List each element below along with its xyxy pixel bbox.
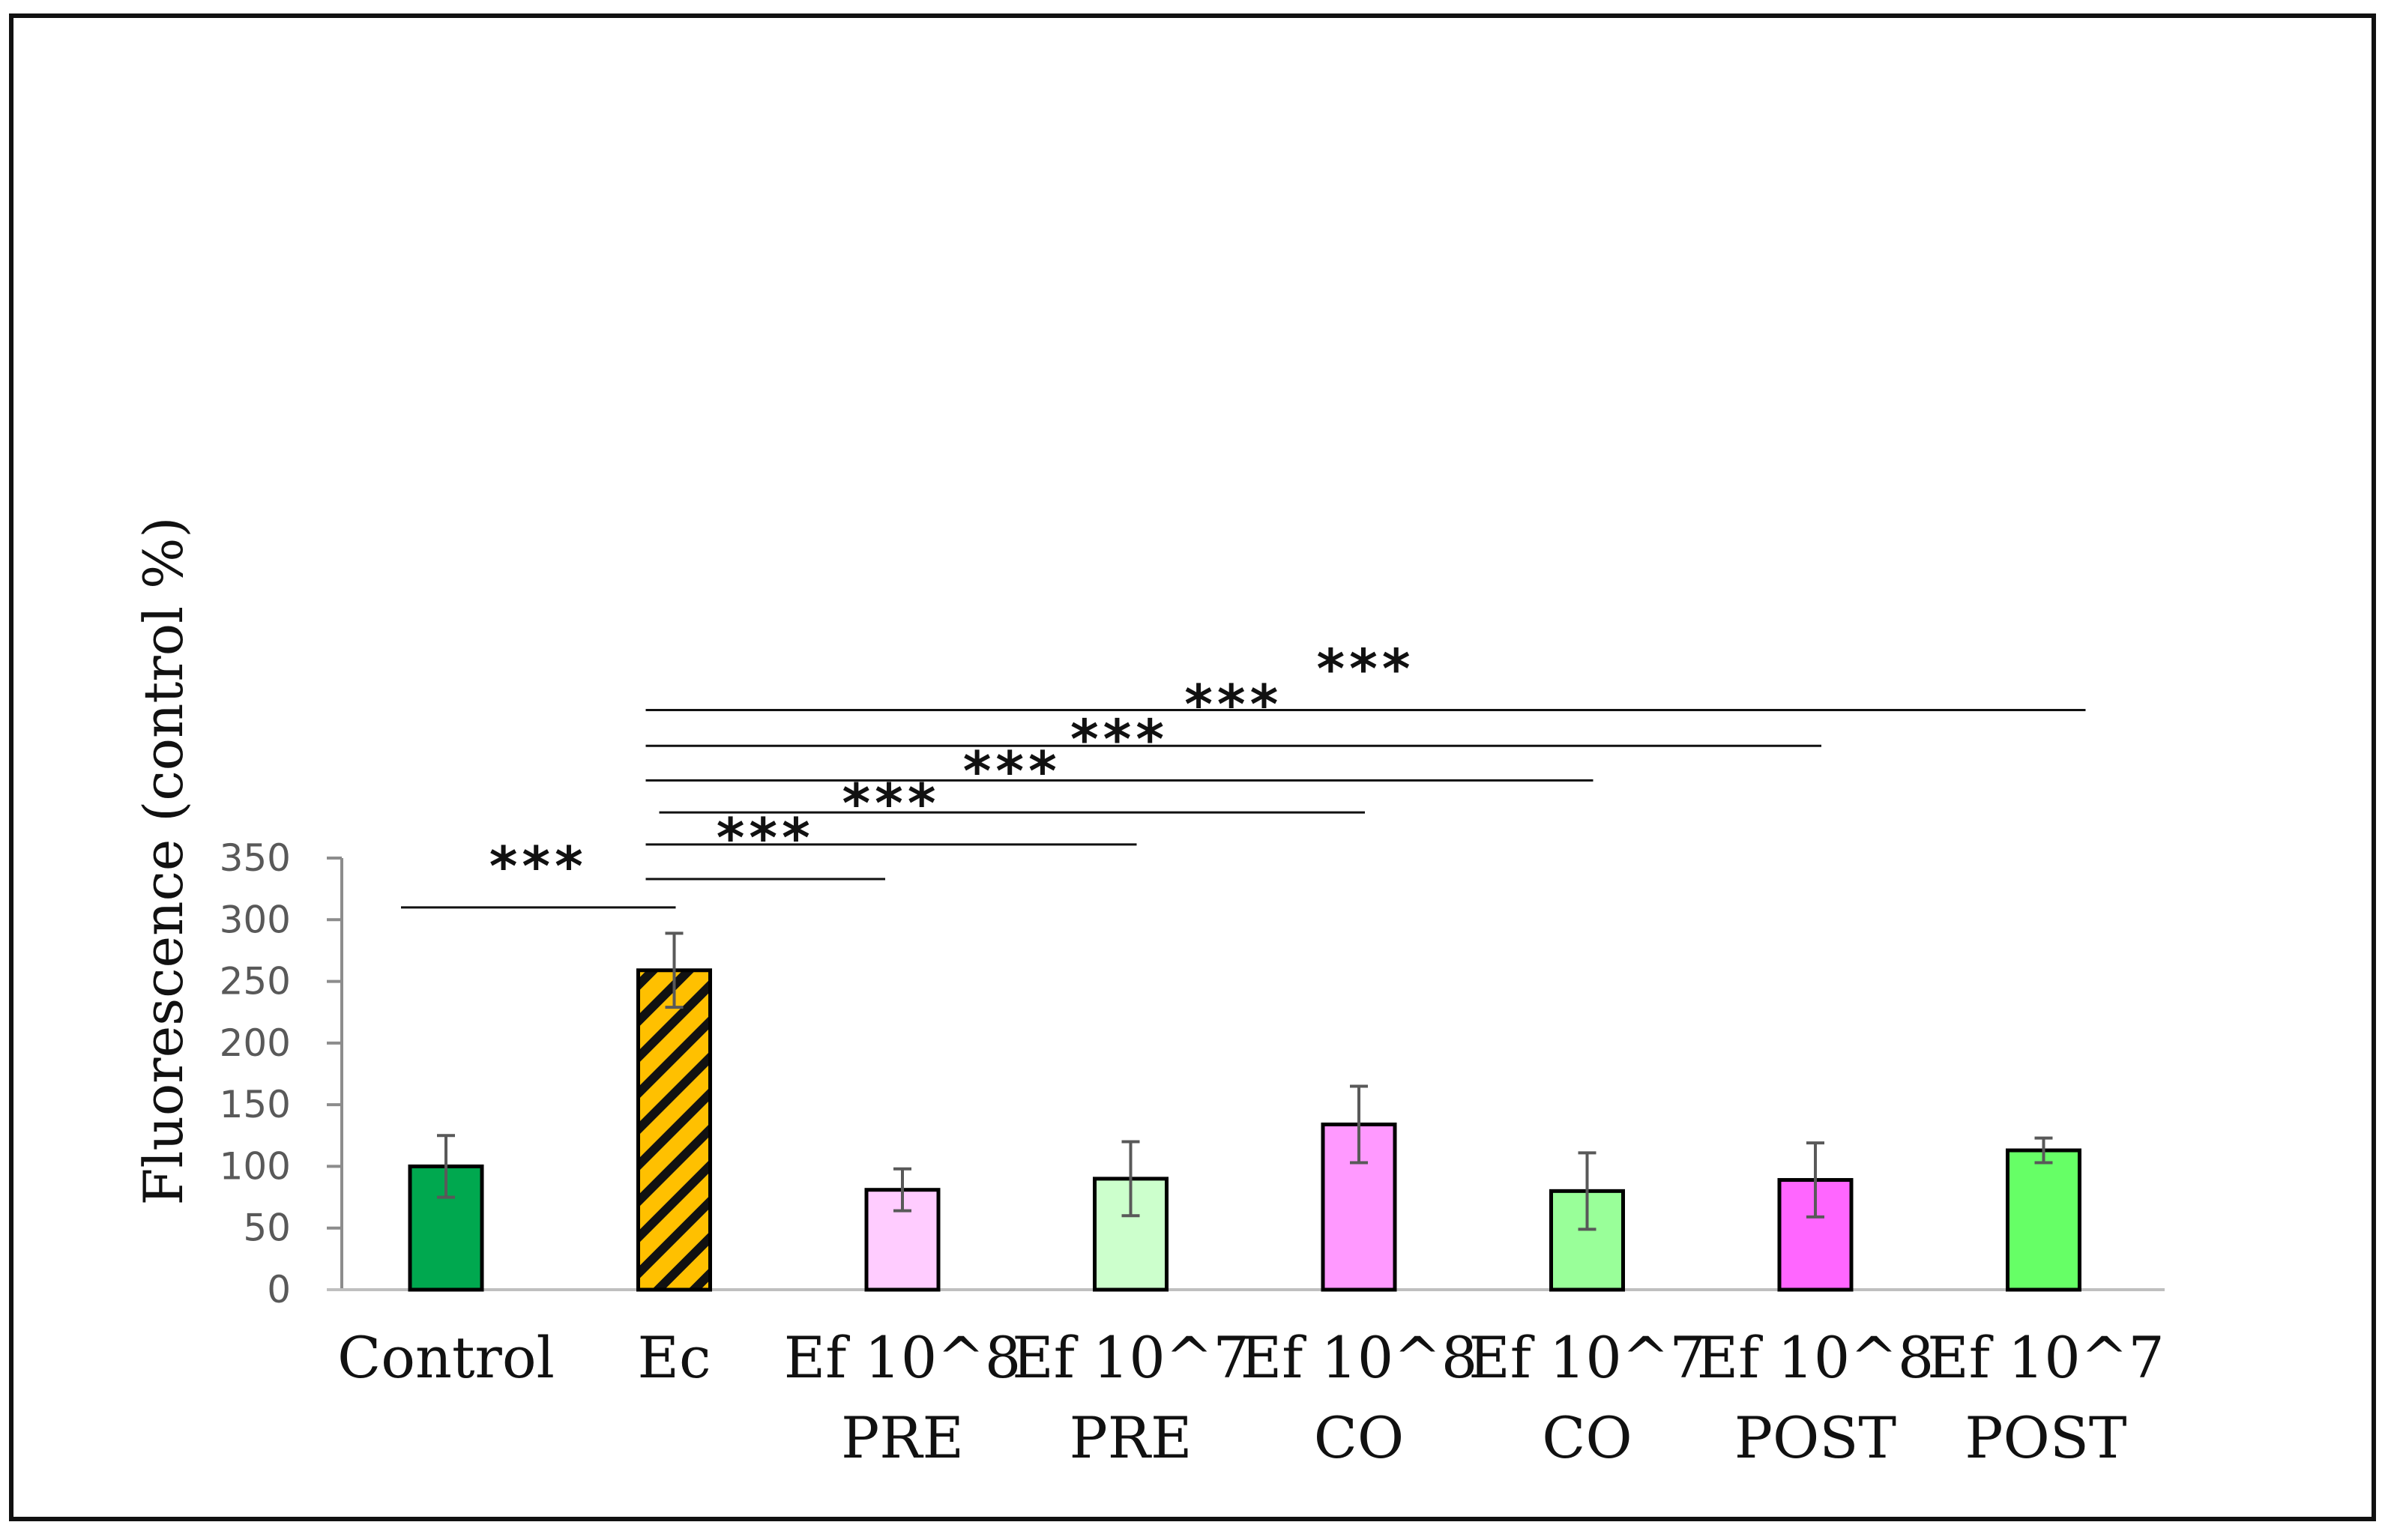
y-tick-label: 150 [220,1083,291,1126]
bar [1093,1177,1169,1292]
y-tick-label: 0 [267,1268,291,1311]
y-tick-label: 250 [220,960,291,1003]
y-tick-label: 50 [243,1207,291,1250]
significance-label: *** [489,835,588,898]
significance-label: *** [1317,638,1415,701]
significance-label: *** [1070,707,1169,770]
category-label: POST [1734,1404,1896,1471]
category-label: Ec [637,1324,711,1391]
bar [2006,1148,2081,1292]
y-tick-label: 200 [220,1021,291,1065]
category-label: CO [1542,1404,1632,1471]
y-tick-label: 300 [220,898,291,941]
category-label: Ef 10^8 [1240,1324,1478,1391]
bar [636,968,712,1292]
y-axis-label: Fluorescence (control %) [132,516,195,1205]
category-label: PRE [1070,1404,1193,1471]
significance-label: *** [717,806,815,869]
category-label: Ef 10^8 [1697,1324,1935,1391]
category-label: Control [337,1324,555,1391]
y-tick-label: 100 [220,1144,291,1188]
category-label: Ef 10^7 [1927,1324,2165,1391]
category-label: POST [1965,1404,2126,1471]
significance-label: *** [1184,673,1282,736]
category-label: PRE [841,1404,964,1471]
y-tick-label: 350 [220,836,291,880]
significance-label: *** [963,740,1061,803]
category-label: Ef 10^8 [784,1324,1022,1391]
category-label: CO [1314,1404,1404,1471]
category-label: Ef 10^7 [1012,1324,1249,1391]
chart-frame: 0 50 100 150 200 250 300 350 *** *** *** *** *** ***… [9,13,2376,1521]
significance-label: *** [842,772,941,835]
category-label: Ef 10^7 [1468,1324,1706,1391]
